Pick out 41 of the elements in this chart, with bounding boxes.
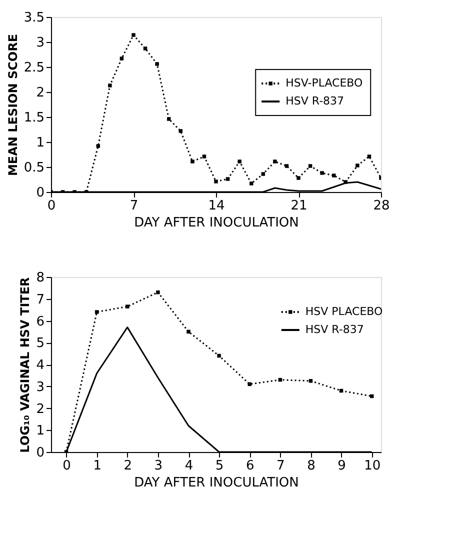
x-tick-label: 10 xyxy=(364,458,381,474)
y-tick-label: 3.5 xyxy=(24,10,44,26)
legend-label: HSV PLACEBO xyxy=(305,305,384,318)
y-axis-title: LOG₁₀ VAGINAL HSV TITER xyxy=(18,277,32,453)
y-tick-label: 6 xyxy=(36,314,44,330)
y-tick-label: 1.5 xyxy=(24,110,44,126)
x-tick-label: 4 xyxy=(184,458,194,474)
x-tick-label: 5 xyxy=(215,458,224,474)
x-tick-label: 7 xyxy=(130,198,138,214)
x-tick-label: 0 xyxy=(47,198,56,214)
y-tick-label: 7 xyxy=(36,292,44,308)
legend-label: HSV R-837 xyxy=(305,323,364,336)
x-tick-label: 3 xyxy=(154,458,163,474)
x-tick-label: 28 xyxy=(373,198,390,214)
y-tick-label: 0.5 xyxy=(24,160,44,176)
x-axis-title: DAY AFTER INOCULATION xyxy=(134,476,299,490)
x-axis-title: DAY AFTER INOCULATION xyxy=(134,216,299,230)
y-tick-label: 4 xyxy=(36,358,44,373)
x-tick-label: 8 xyxy=(307,458,316,474)
x-tick-label: 21 xyxy=(290,198,308,214)
y-tick-label: 3 xyxy=(36,36,44,50)
y-tick-label: 2 xyxy=(36,402,44,417)
y-axis-title: MEAN LESION SCORE xyxy=(6,34,20,176)
y-tick-label: 8 xyxy=(36,270,44,286)
x-tick-label: 6 xyxy=(246,458,254,474)
legend-label: HSV R-837 xyxy=(286,94,344,108)
x-tick-label: 0 xyxy=(62,458,71,474)
y-tick-label: 0 xyxy=(36,446,44,460)
x-tick-label: 7 xyxy=(276,458,285,474)
legend-label: HSV-PLACEBO xyxy=(286,76,364,90)
x-tick-label: 9 xyxy=(338,458,346,474)
y-tick-label: 2 xyxy=(36,86,44,100)
y-tick-label: 2.5 xyxy=(24,60,44,76)
y-tick-label: 1 xyxy=(36,136,44,150)
y-tick-label: 0 xyxy=(36,186,44,200)
x-tick-label: 2 xyxy=(124,458,132,474)
y-tick-label: 1 xyxy=(36,424,44,439)
y-tick-label: 3 xyxy=(36,380,44,395)
x-tick-label: 14 xyxy=(208,198,225,214)
y-tick-label: 5 xyxy=(36,336,44,352)
x-tick-label: 1 xyxy=(93,458,102,474)
